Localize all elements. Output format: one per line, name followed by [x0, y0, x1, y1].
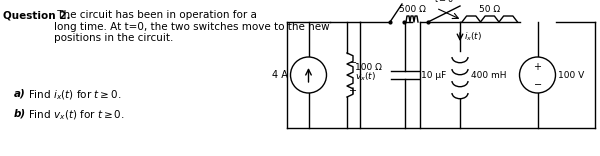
Text: 100 Ω: 100 Ω: [355, 63, 382, 71]
Text: 400 mH: 400 mH: [471, 71, 506, 80]
Text: 50 Ω: 50 Ω: [479, 5, 500, 14]
Text: 4 A: 4 A: [272, 70, 287, 80]
Text: $t=0$: $t=0$: [434, 0, 454, 4]
Text: Find $i_x(t)$ for $t \geq 0$.: Find $i_x(t)$ for $t \geq 0$.: [28, 88, 121, 102]
Circle shape: [290, 57, 326, 93]
Text: a): a): [14, 88, 26, 98]
Text: 10 μF: 10 μF: [421, 71, 446, 80]
Text: The circuit has been in operation for a
long time. At t=0, the two switches move: The circuit has been in operation for a …: [54, 10, 329, 43]
Text: 100 V: 100 V: [557, 71, 584, 80]
Text: Find $v_x(t)$ for $t \geq 0$.: Find $v_x(t)$ for $t \geq 0$.: [28, 108, 125, 122]
Circle shape: [520, 57, 556, 93]
Text: $+$: $+$: [348, 85, 357, 97]
Text: b): b): [14, 108, 26, 118]
Text: $t=0$: $t=0$: [392, 0, 412, 2]
Text: Question 2.: Question 2.: [3, 10, 71, 20]
Text: 500 Ω: 500 Ω: [398, 5, 425, 14]
Text: $+$: $+$: [533, 61, 542, 72]
Text: $v_x(t)$: $v_x(t)$: [355, 71, 376, 83]
Text: $-$: $-$: [533, 78, 542, 88]
Text: $-$: $-$: [348, 56, 357, 66]
Text: $i_x(t)$: $i_x(t)$: [464, 31, 482, 43]
